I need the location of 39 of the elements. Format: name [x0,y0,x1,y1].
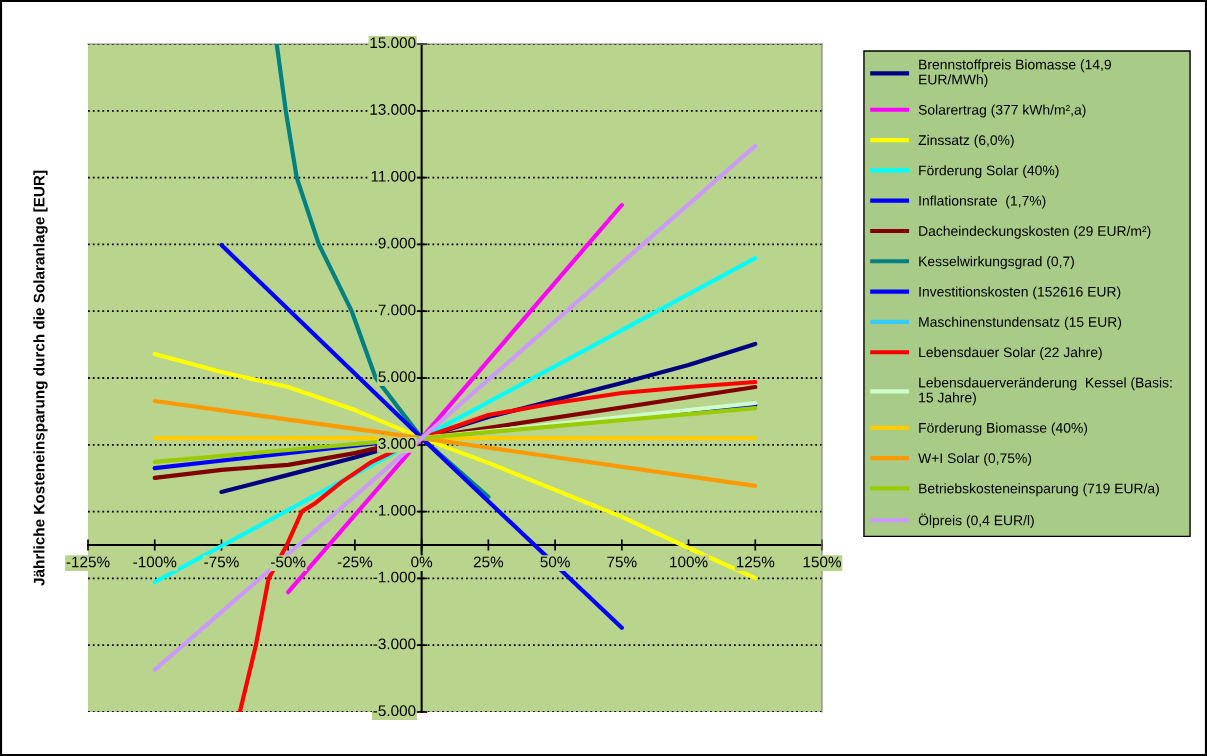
x-tick-label: 150% [803,556,841,568]
x-tick-label: 100% [670,556,708,568]
legend-label: Betriebskosteneinsparung (719 EUR/a) [919,483,1159,497]
y-tick-label: 7.000 [378,304,416,316]
y-tick-label: 3.000 [378,438,416,449]
x-tick-label: 125% [736,556,775,568]
legend-label: Zinssatz (6,0%) [918,134,1014,148]
x-tick-label: -50% [271,556,306,568]
legend-label: Brennstoffpreis Biomasse (14,9 EUR/MWh) [919,59,1111,88]
y-tick-label: -3.000 [373,638,416,650]
legend-label: Ölpreis (0,4 EUR/l) [918,513,1034,529]
x-tick-label: -100% [133,556,177,568]
y-tick-label: -5.000 [373,705,416,717]
y-tick-label: 5.000 [378,371,416,383]
legend-label: Investitionskosten (152616 EUR) [919,286,1121,300]
legend-label: Solarertrag (377 kWh/m²,a) [918,104,1086,118]
x-tick-label: 25% [473,556,504,568]
x-tick-label: -75% [204,556,239,568]
legend-label: Lebensdauer Solar (22 Jahre) [919,347,1102,360]
legend-label: Förderung Solar (40%) [919,165,1059,179]
legend-label: Maschinenstundensatz (15 EUR) [919,316,1122,330]
y-tick-label: 1.000 [379,504,416,516]
y-tick-label: 11.000 [371,170,416,182]
x-tick-label: -25% [337,556,373,568]
legend-label: W+I Solar (0,75%) [918,452,1032,466]
y-tick-label: -1.000 [373,571,416,583]
x-tick-label: -125% [66,556,110,568]
y-tick-label: 15.000 [370,37,416,49]
y-tick-label: 13.000 [370,104,416,115]
y-axis-title: Jährliche Kosteneinsparung durch die Solaranlage [EUR] [33,170,48,586]
legend-label: Förderung Biomasse (40%) [919,422,1088,436]
legend-label: Dacheindeckungskosten (29 EUR/m²) [919,225,1151,239]
y-tick-label: 9.000 [378,237,416,249]
legend-label: Inflationsrate (1,7%) [919,195,1046,209]
x-tick-label: 0% [411,556,433,568]
legend-label: Lebensdauerveränderung Kessel (Basis: 15 Jahre) [919,377,1172,406]
legend-label: Kesselwirkungsgrad (0,7) [919,256,1074,270]
x-tick-label: 50% [540,556,570,568]
x-tick-label: 75% [607,556,637,568]
